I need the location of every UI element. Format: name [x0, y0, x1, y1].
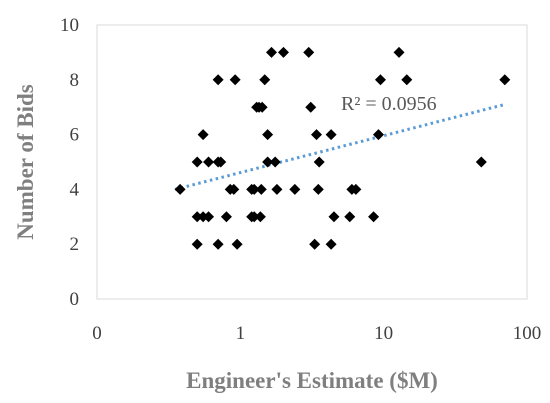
data-point — [374, 74, 386, 86]
data-point — [212, 74, 224, 86]
data-point — [393, 46, 405, 58]
x-tick-labels: 0 1 10 100 — [92, 323, 541, 344]
data-point — [220, 211, 232, 223]
data-point — [269, 156, 281, 168]
x-tick-label: 100 — [513, 323, 542, 344]
x-axis-title: Engineer's Estimate ($M) — [186, 368, 438, 393]
data-point — [229, 74, 241, 86]
data-point — [309, 238, 321, 250]
data-point — [328, 211, 340, 223]
data-point — [259, 74, 271, 86]
data-point — [191, 238, 203, 250]
r-squared-label: R² = 0.0956 — [341, 93, 437, 115]
data-point — [266, 46, 278, 58]
plot-area — [96, 24, 528, 300]
data-point — [325, 238, 337, 250]
data-point — [311, 129, 323, 141]
data-point — [248, 211, 260, 223]
data-point — [191, 211, 203, 223]
data-point — [313, 156, 325, 168]
data-point — [256, 101, 268, 113]
y-axis-title: Number of Bids — [13, 84, 38, 240]
y-tick-label: 10 — [60, 15, 79, 36]
data-point — [475, 156, 487, 168]
data-point — [228, 183, 240, 195]
data-point — [203, 211, 215, 223]
data-point — [372, 129, 384, 141]
data-point — [271, 183, 283, 195]
x-tick-label: 1 — [236, 323, 246, 344]
data-point — [277, 46, 289, 58]
data-point — [262, 129, 274, 141]
data-point — [499, 74, 511, 86]
data-point — [255, 183, 267, 195]
trendline — [174, 103, 506, 191]
x-tick-label: 0 — [92, 323, 102, 344]
data-point — [401, 74, 413, 86]
y-tick-labels: 0 2 4 6 8 10 — [60, 15, 80, 310]
data-point — [215, 156, 227, 168]
data-point — [203, 156, 215, 168]
data-point — [197, 129, 209, 141]
data-point — [191, 156, 203, 168]
data-point — [254, 211, 266, 223]
data-point — [344, 211, 356, 223]
data-point — [262, 156, 274, 168]
data-point — [289, 183, 301, 195]
y-tick-label: 4 — [70, 179, 80, 200]
x-tick-label: 10 — [374, 323, 393, 344]
data-point — [231, 238, 243, 250]
y-tick-label: 2 — [70, 234, 80, 255]
y-tick-label: 8 — [70, 70, 80, 91]
plot-border — [96, 24, 528, 300]
data-point — [174, 183, 186, 195]
data-point — [248, 183, 260, 195]
data-point — [312, 183, 324, 195]
data-point — [325, 129, 337, 141]
y-tick-label: 6 — [70, 125, 80, 146]
y-tick-label: 0 — [70, 289, 80, 310]
data-point — [303, 46, 315, 58]
data-point — [368, 211, 380, 223]
data-point — [212, 238, 224, 250]
data-point — [350, 183, 362, 195]
data-point — [305, 101, 317, 113]
